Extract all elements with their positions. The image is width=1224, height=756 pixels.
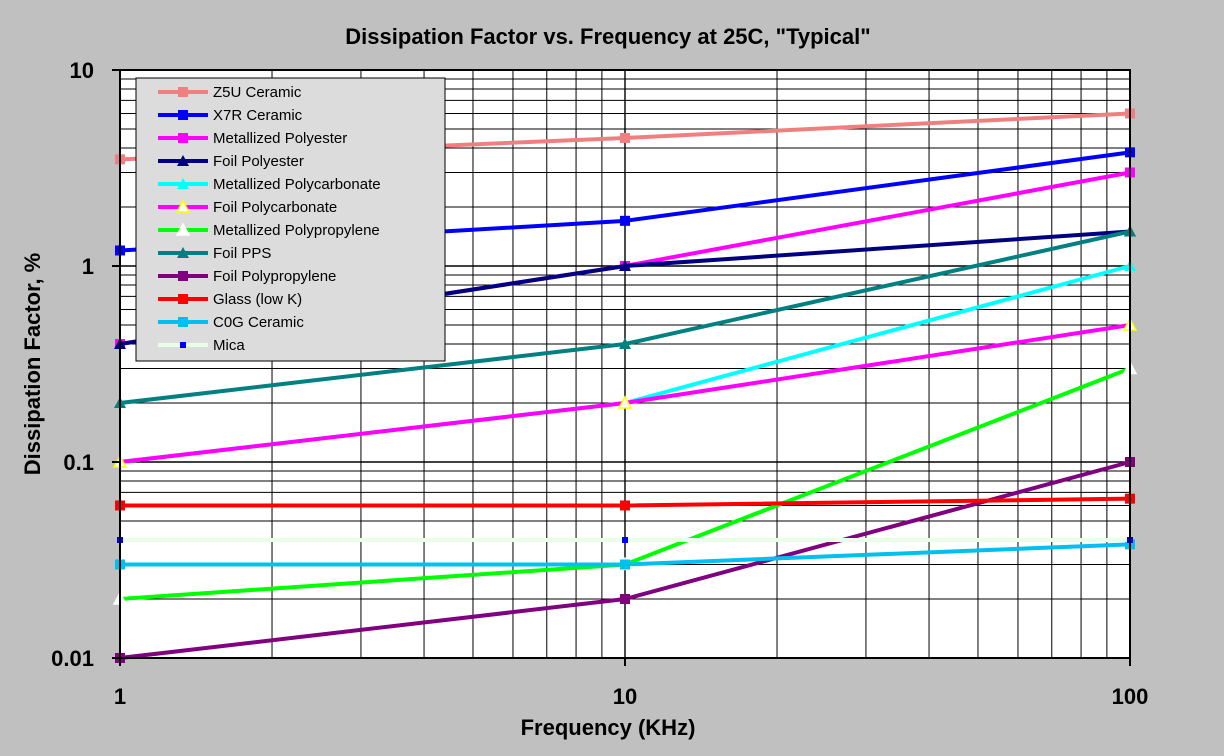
data-point bbox=[177, 178, 189, 189]
axes: 1 10 100 0.01 0.1 1 10 bbox=[51, 58, 1148, 709]
legend-item: Foil Polycarbonate bbox=[158, 199, 337, 216]
legend-label: Foil Polypropylene bbox=[213, 268, 336, 285]
legend-label: Foil Polycarbonate bbox=[213, 199, 337, 216]
data-point bbox=[619, 337, 631, 349]
legend-box bbox=[135, 77, 446, 362]
data-point bbox=[178, 110, 188, 120]
y-tick-label: 1 bbox=[82, 254, 94, 279]
data-point bbox=[177, 247, 189, 258]
legend-item: C0G Ceramic bbox=[158, 314, 304, 331]
legend-item: Foil Polyester bbox=[158, 153, 304, 170]
data-point bbox=[620, 593, 630, 604]
legend-item: Z5U Ceramic bbox=[158, 84, 302, 101]
data-point bbox=[619, 260, 631, 271]
data-point bbox=[620, 132, 630, 143]
chart-title: Dissipation Factor vs. Frequency at 25C,… bbox=[345, 24, 870, 49]
legend-label: Metallized Polyester bbox=[213, 130, 347, 147]
legend-label: Glass (low K) bbox=[213, 291, 302, 308]
y-axis-title: Dissipation Factor, % bbox=[20, 253, 45, 476]
legend-label: C0G Ceramic bbox=[213, 314, 304, 331]
data-point bbox=[178, 317, 188, 327]
legend-item: Mica bbox=[158, 337, 245, 354]
y-tick-label: 0.1 bbox=[63, 450, 94, 475]
data-point bbox=[620, 215, 630, 226]
legend-label: Foil PPS bbox=[213, 245, 271, 262]
legend-item: Glass (low K) bbox=[158, 291, 302, 308]
legend-item: Metallized Polycarbonate bbox=[158, 176, 381, 193]
x-axis-title: Frequency (KHz) bbox=[521, 715, 696, 740]
data-point bbox=[178, 271, 188, 281]
legend-item: X7R Ceramic bbox=[158, 107, 303, 124]
data-point bbox=[622, 536, 628, 543]
legend-label: Metallized Polypropylene bbox=[213, 222, 380, 239]
legend-label: X7R Ceramic bbox=[213, 107, 303, 124]
y-tick-label: 0.01 bbox=[51, 646, 94, 671]
legend-label: Mica bbox=[213, 337, 245, 354]
data-point bbox=[620, 500, 630, 511]
legend-item: Foil Polypropylene bbox=[158, 268, 336, 285]
legend-item: Metallized Polypropylene bbox=[158, 222, 380, 239]
legend-label: Foil Polyester bbox=[213, 153, 304, 170]
y-tick-label: 10 bbox=[70, 58, 94, 83]
legend-label: Z5U Ceramic bbox=[213, 84, 302, 101]
data-point bbox=[177, 155, 189, 166]
data-point bbox=[178, 133, 188, 143]
data-point bbox=[180, 342, 186, 348]
x-tick-label: 100 bbox=[1112, 684, 1149, 709]
x-tick-label: 1 bbox=[114, 684, 126, 709]
legend-label: Metallized Polycarbonate bbox=[213, 176, 381, 193]
legend-item: Foil PPS bbox=[158, 245, 271, 262]
legend-item: Metallized Polyester bbox=[158, 130, 347, 147]
x-tick-label: 10 bbox=[613, 684, 637, 709]
data-point bbox=[617, 395, 633, 409]
data-point bbox=[178, 87, 188, 97]
data-point bbox=[178, 294, 188, 304]
data-point bbox=[620, 559, 630, 570]
data-point bbox=[175, 222, 191, 236]
legend: Z5U Ceramic X7R Ceramic Metallized Polyest… bbox=[135, 77, 446, 362]
data-point bbox=[175, 199, 191, 213]
